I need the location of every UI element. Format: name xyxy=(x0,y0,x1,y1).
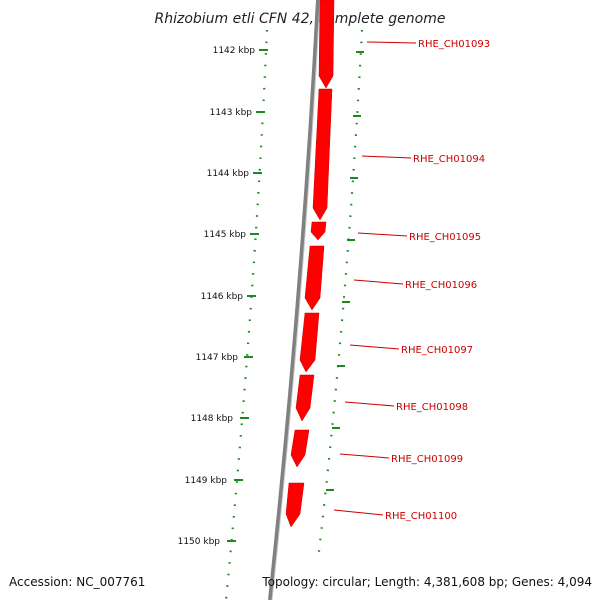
gene-label[interactable]: RHE_CH01095 xyxy=(409,232,481,243)
scale-label: 1142 kbp xyxy=(213,46,256,56)
left-scale-ticks xyxy=(224,29,269,600)
gene-arrow[interactable] xyxy=(318,0,335,89)
gene-leader-lines xyxy=(333,41,417,516)
gene-leader-line xyxy=(349,344,400,350)
scale-label: 1143 kbp xyxy=(210,108,253,118)
gene-leader-line xyxy=(357,232,408,237)
gene-leader-line xyxy=(353,279,404,285)
gene-label[interactable]: RHE_CH01098 xyxy=(396,402,468,413)
gene-arrow[interactable] xyxy=(285,482,305,528)
genome-backbone-highlight xyxy=(271,0,321,600)
right-scale-ticks xyxy=(316,29,364,561)
gene-features xyxy=(285,0,335,528)
gene-arrow[interactable] xyxy=(299,312,320,373)
gene-leader-line xyxy=(361,155,412,159)
gene-arrow[interactable] xyxy=(312,88,333,221)
gene-label[interactable]: RHE_CH01096 xyxy=(405,280,477,291)
scale-label: 1144 kbp xyxy=(207,169,250,179)
gene-arrow[interactable] xyxy=(295,374,315,422)
gene-label[interactable]: RHE_CH01099 xyxy=(391,454,463,465)
gene-label[interactable]: RHE_CH01094 xyxy=(413,154,485,165)
gene-leader-line xyxy=(344,401,395,407)
gene-labels: RHE_CH01093 RHE_CH01094 RHE_CH01095 RHE_… xyxy=(385,39,490,522)
gene-leader-line xyxy=(366,41,417,44)
gene-leader-line xyxy=(333,509,384,516)
accession-text: Accession: NC_007761 xyxy=(9,575,145,589)
scale-label: 1148 kbp xyxy=(191,414,234,424)
topology-text: Topology: circular; Length: 4,381,608 bp… xyxy=(261,575,592,589)
scale-label: 1150 kbp xyxy=(178,537,221,547)
scale-labels: 1142 kbp 1143 kbp 1144 kbp 1145 kbp 1146… xyxy=(178,46,256,547)
gene-label[interactable]: RHE_CH01097 xyxy=(401,345,473,356)
gene-arrow[interactable] xyxy=(310,221,327,241)
scale-label: 1149 kbp xyxy=(185,476,228,486)
map-title: Rhizobium etli CFN 42, complete genome xyxy=(155,11,446,27)
gene-label[interactable]: RHE_CH01093 xyxy=(418,39,490,50)
gene-arrow[interactable] xyxy=(290,429,310,468)
gene-leader-line xyxy=(339,453,390,459)
genome-backbone xyxy=(268,0,320,600)
scale-label: 1145 kbp xyxy=(204,230,247,240)
scale-label: 1147 kbp xyxy=(196,353,239,363)
right-scale-line xyxy=(316,29,364,561)
gene-arrow[interactable] xyxy=(304,245,325,311)
scale-label: 1146 kbp xyxy=(201,292,244,302)
gene-label[interactable]: RHE_CH01100 xyxy=(385,511,457,522)
